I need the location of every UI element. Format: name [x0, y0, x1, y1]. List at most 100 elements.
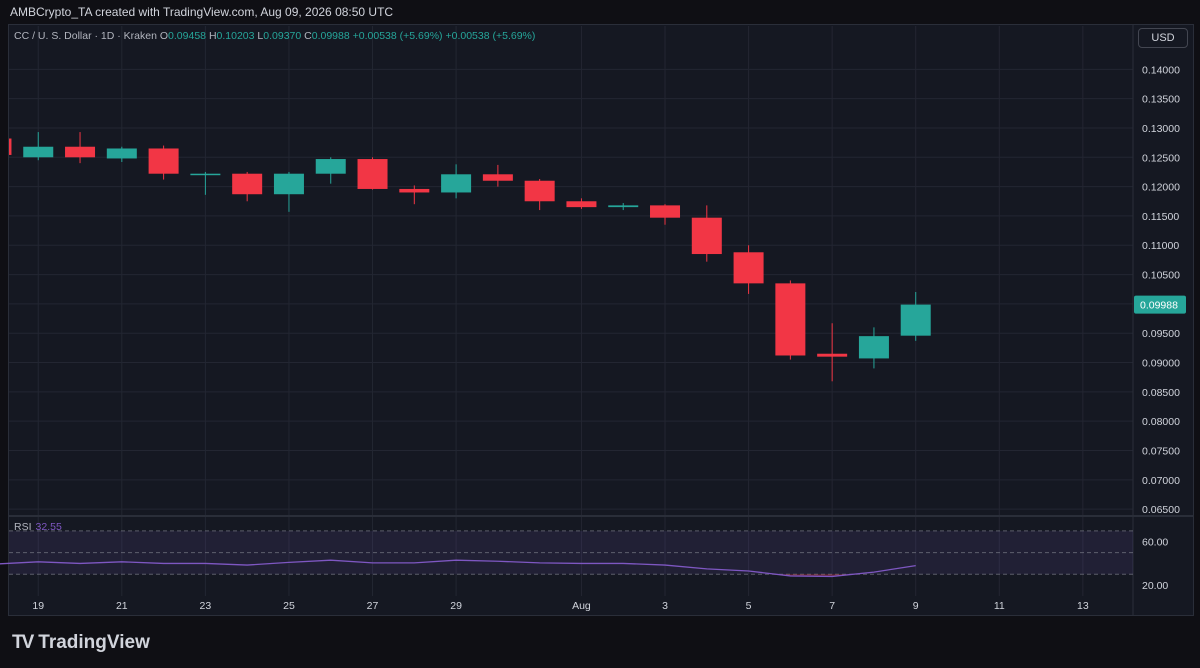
candle-body	[817, 353, 848, 357]
y-tick-label: 0.14000	[1142, 64, 1180, 76]
y-tick-label: 0.11500	[1142, 211, 1179, 223]
close-value: 0.09988	[311, 30, 350, 42]
rsi-legend[interactable]: RSI 32.55	[14, 521, 62, 533]
tradingview-logo-icon: TV	[12, 632, 34, 653]
last-price-tag	[1134, 295, 1186, 314]
candle	[315, 157, 346, 184]
y-tick-label: 0.12500	[1142, 152, 1180, 164]
rsi-label: RSI	[14, 521, 32, 533]
y-tick-label: 0.12000	[1142, 182, 1180, 194]
candle	[9, 138, 12, 155]
low-value: 0.09370	[263, 30, 302, 42]
y-tick-label: 0.11000	[1142, 240, 1179, 252]
candle-body	[691, 217, 722, 255]
x-tick-label: 13	[1077, 600, 1089, 612]
candle	[566, 198, 597, 209]
candle-body	[441, 174, 472, 193]
candle	[858, 327, 889, 369]
last-price-label: 0.09988	[1140, 300, 1178, 312]
x-tick-label: 25	[283, 600, 295, 612]
candle	[399, 185, 430, 205]
candle-body	[524, 180, 555, 202]
candle-body	[106, 148, 137, 159]
x-tick-label: 23	[200, 600, 212, 612]
x-tick-label: 3	[662, 600, 668, 612]
y-tick-label: 0.13500	[1142, 94, 1180, 106]
candle	[524, 178, 555, 211]
candle-body	[650, 205, 681, 218]
x-tick-label: 7	[829, 600, 835, 612]
footer	[0, 617, 1200, 668]
y-tick-label: 0.08500	[1142, 387, 1180, 399]
candle-body	[273, 173, 304, 195]
y-tick-label: 0.13000	[1142, 123, 1180, 135]
candle	[273, 171, 304, 212]
open-value: 0.09458	[168, 30, 207, 42]
candle-body	[232, 173, 263, 195]
symbol-label[interactable]: CC / U. S. Dollar · 1D · Kraken	[14, 30, 157, 42]
candle-body	[566, 201, 597, 208]
candle	[733, 245, 764, 294]
currency-button[interactable]: USD	[1138, 28, 1188, 48]
y-tick-label: 0.07500	[1142, 445, 1180, 457]
chart-attribution: AMBCrypto_TA created with TradingView.co…	[10, 5, 394, 19]
y-tick-label: 0.07000	[1142, 475, 1180, 487]
grid-lines	[9, 26, 1133, 596]
candle	[650, 204, 681, 225]
candle-body	[775, 283, 806, 356]
candle-body	[9, 138, 12, 155]
y-tick-label: 0.08000	[1142, 416, 1180, 428]
candle-body	[315, 159, 346, 174]
candle	[65, 132, 96, 164]
candle	[357, 157, 388, 190]
candle	[775, 280, 806, 360]
candle-body	[23, 146, 54, 158]
candle	[482, 164, 513, 187]
y-tick-label: 0.06500	[1142, 504, 1180, 516]
brand-name: TradingView	[38, 632, 150, 653]
open-label: O	[159, 30, 169, 42]
candle-body	[733, 252, 764, 284]
candle	[148, 145, 179, 180]
candle-body	[399, 188, 430, 193]
candle	[817, 323, 848, 382]
candle-body	[858, 336, 889, 359]
candle	[900, 291, 931, 341]
candle-body	[482, 174, 513, 181]
rsi-tick-label: 60.00	[1142, 537, 1168, 549]
y-tick-label: 0.09000	[1142, 358, 1180, 370]
ohlc-legend: CC / U. S. Dollar · 1D · Kraken O0.09458…	[14, 30, 535, 42]
candle	[691, 205, 722, 262]
high-value: 0.10203	[216, 30, 255, 42]
change-value-2: +0.00538 (+5.69%)	[445, 30, 536, 42]
low-label: L	[257, 30, 264, 42]
y-tick-label: 0.10500	[1142, 270, 1180, 282]
candle	[190, 171, 221, 195]
x-tick-label: 27	[367, 600, 379, 612]
rsi-value: 32.55	[35, 521, 62, 533]
high-label: H	[208, 30, 217, 42]
rsi-tick-label: 20.00	[1142, 580, 1168, 592]
rsi-pane	[0, 530, 1133, 578]
x-tick-label: Aug	[572, 600, 591, 612]
candle-body	[608, 205, 639, 208]
candle-body	[65, 146, 96, 158]
tradingview-brand[interactable]: TV TradingView	[12, 632, 150, 654]
candle	[106, 146, 137, 162]
candle-body	[357, 159, 388, 189]
candle	[232, 171, 263, 202]
rsi-line	[0, 559, 916, 578]
top-bar: AMBCrypto_TA created with TradingView.co…	[0, 0, 1200, 24]
candle	[441, 164, 472, 199]
x-tick-label: 9	[913, 600, 919, 612]
candle	[608, 203, 639, 211]
x-tick-label: 11	[994, 600, 1005, 612]
x-tick-label: 29	[450, 600, 462, 612]
x-tick-label: 19	[32, 600, 44, 612]
x-tick-label: 21	[116, 600, 128, 612]
y-tick-label: 0.09500	[1142, 328, 1180, 340]
x-tick-label: 5	[746, 600, 752, 612]
candle-body	[190, 173, 221, 176]
candle	[23, 132, 54, 161]
